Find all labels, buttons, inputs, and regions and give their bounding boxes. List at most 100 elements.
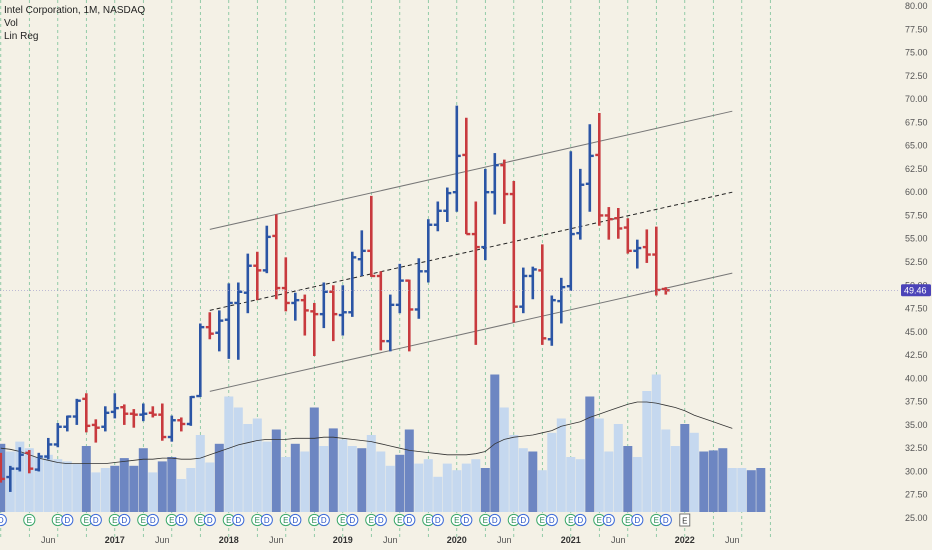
volume-bar <box>604 451 614 512</box>
volume-bar <box>62 461 72 512</box>
volume-ma-line <box>0 401 733 465</box>
ohlc-bar <box>72 398 81 425</box>
dividend-marker <box>517 513 530 527</box>
earnings-label: E <box>226 516 231 525</box>
y-tick-label: 72.50 <box>905 71 928 81</box>
volume-bar <box>727 468 737 512</box>
ohlc-bar <box>490 153 499 215</box>
earnings-label: E <box>255 516 260 525</box>
ohlc-bar <box>395 263 404 314</box>
volume-bar <box>157 461 167 512</box>
earnings-label: E <box>84 516 89 525</box>
y-tick-label: 77.50 <box>905 24 928 34</box>
ohlc-bar <box>215 310 224 352</box>
legend-linreg-label[interactable]: Lin Reg <box>4 31 39 42</box>
ohlc-bar <box>262 225 271 274</box>
ohlc-bar <box>101 406 110 432</box>
ohlc-bar <box>528 266 537 300</box>
x-tick-label: Jun <box>41 535 56 545</box>
volume-bar <box>129 465 139 512</box>
ohlc-bar <box>642 229 651 263</box>
ohlc-bar <box>547 295 556 346</box>
dividend-marker <box>175 513 188 527</box>
volume-bar <box>357 448 367 512</box>
linear-regression-channel <box>209 110 733 392</box>
ohlc-bar <box>661 287 670 295</box>
earnings-label: E <box>654 516 659 525</box>
earnings-label: E <box>283 516 288 525</box>
earnings-label: E <box>397 516 402 525</box>
dividend-marker <box>431 513 444 527</box>
volume-bar <box>167 457 177 512</box>
volume-bar <box>452 470 462 512</box>
dividend-marker <box>118 513 131 527</box>
ohlc-bar <box>82 393 91 433</box>
y-tick-label: 35.00 <box>905 420 928 430</box>
ohlc-bar <box>338 285 347 336</box>
volume-bar <box>499 407 509 512</box>
legend-symbol-title[interactable]: Intel Corporation, 1M, NASDAQ <box>4 5 146 16</box>
volume-bar <box>281 457 291 512</box>
y-tick-label: 70.00 <box>905 94 928 104</box>
current-price-tag: 49.46 <box>901 284 931 297</box>
dividend-label: D <box>207 516 213 525</box>
volume-bar <box>613 424 623 512</box>
ohlc-bar <box>310 302 319 357</box>
volume-bar <box>319 446 329 512</box>
dividend-marker <box>203 513 216 527</box>
ohlc-bar <box>110 393 119 419</box>
dividend-marker <box>317 513 330 527</box>
dividend-marker <box>460 513 473 527</box>
volume-bar <box>528 451 538 512</box>
ohlc-bar <box>462 117 471 236</box>
volume-bar <box>423 459 433 512</box>
y-tick-label: 52.50 <box>905 257 928 267</box>
future-earnings-label: E <box>682 517 687 526</box>
dividend-label: D <box>549 516 555 525</box>
regression-upper-line <box>209 110 733 230</box>
volume-bar <box>309 407 319 512</box>
ohlc-bar <box>348 251 357 317</box>
y-tick-label: 32.50 <box>905 443 928 453</box>
x-tick-label: Jun <box>725 535 740 545</box>
future-earnings-marker <box>679 513 691 527</box>
y-tick-label: 80.00 <box>905 1 928 11</box>
dividend-label: D <box>0 516 4 525</box>
dividend-label: D <box>150 516 156 525</box>
legend-volume-label[interactable]: Vol <box>4 18 18 29</box>
volume-bar <box>81 446 91 512</box>
dividend-marker <box>631 513 644 527</box>
ohlc-bar <box>0 452 5 483</box>
volume-bar <box>395 454 405 512</box>
earnings-label: E <box>55 516 60 525</box>
ohlc-bar <box>414 258 423 319</box>
volume-bar <box>651 374 661 512</box>
volume-bar <box>414 463 424 512</box>
dividend-label: D <box>492 516 498 525</box>
volume-bar <box>34 457 44 512</box>
volume-bar <box>376 451 386 512</box>
y-tick-label: 67.50 <box>905 117 928 127</box>
dividend-label: D <box>321 516 327 525</box>
volume-bar <box>385 465 395 512</box>
volume-bar <box>24 448 34 512</box>
ohlc-bar <box>405 279 414 352</box>
dividend-marker <box>403 513 416 527</box>
y-tick-label: 42.50 <box>905 350 928 360</box>
ohlc-bar <box>576 168 585 240</box>
volume-bar <box>100 468 110 512</box>
x-tick-label: 2020 <box>447 535 467 545</box>
earnings-label: E <box>169 516 174 525</box>
dividend-marker <box>61 513 74 527</box>
volume-bar <box>509 435 519 512</box>
earnings-label: E <box>112 516 117 525</box>
volume-bar <box>708 450 718 512</box>
ohlc-bar <box>452 105 461 212</box>
dividend-label: D <box>378 516 384 525</box>
x-tick-label: 2019 <box>333 535 353 545</box>
dividend-label: D <box>406 516 412 525</box>
volume-bar <box>547 432 557 512</box>
